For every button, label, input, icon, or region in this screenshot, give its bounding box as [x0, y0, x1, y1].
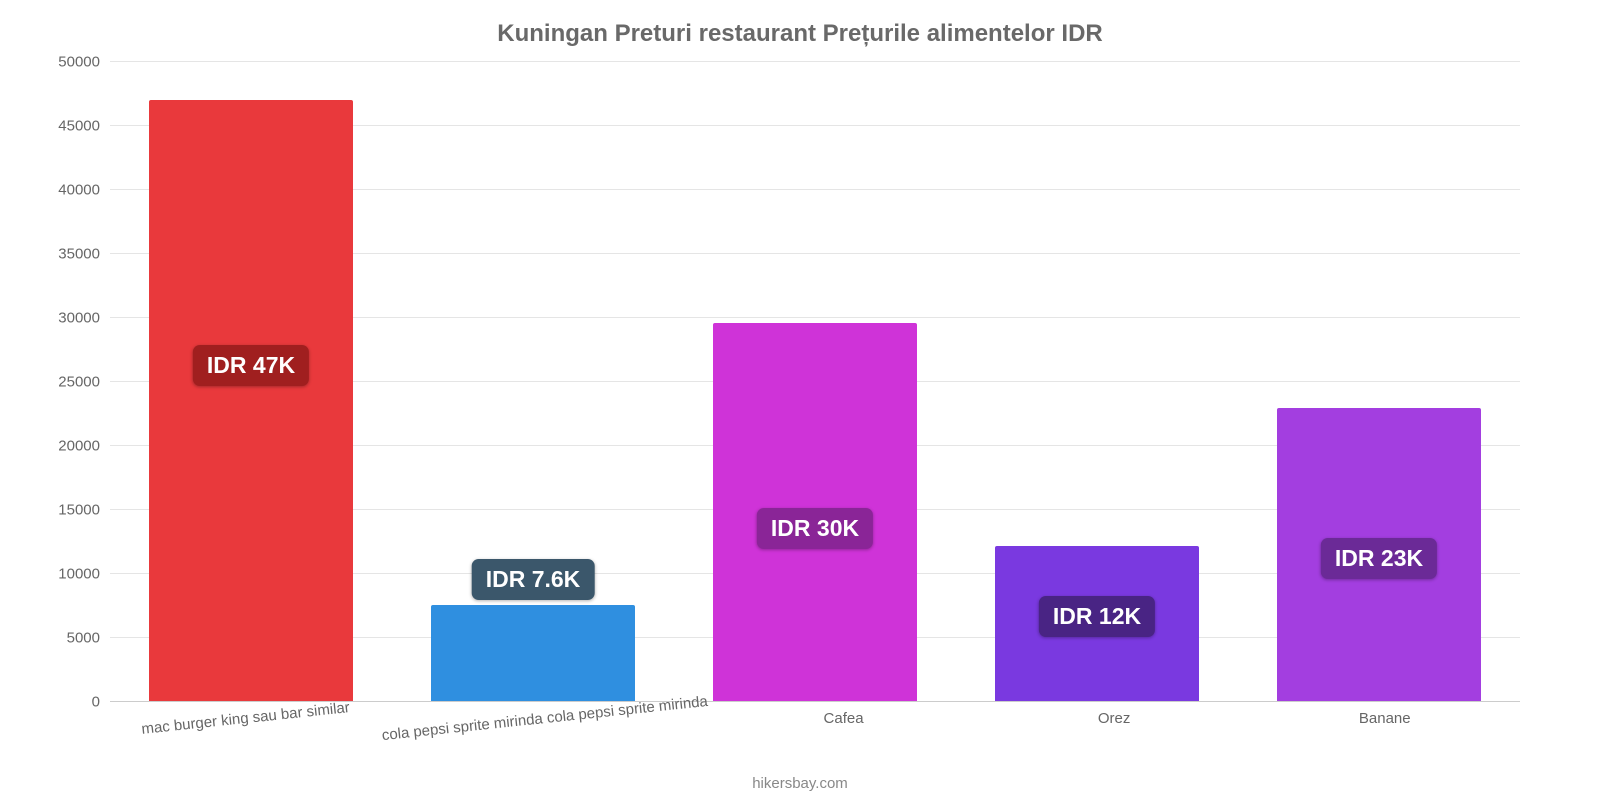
x-tick-label: Cafea [708, 702, 979, 782]
plot-area: 0500010000150002000025000300003500040000… [110, 62, 1520, 702]
attribution-text: hikersbay.com [0, 775, 1600, 792]
bar: IDR 47K [149, 100, 352, 702]
bar-slot: IDR 7.6K [392, 62, 674, 702]
y-tick-label: 15000 [40, 502, 100, 519]
value-label: IDR 7.6K [472, 559, 595, 600]
bar-slot: IDR 12K [956, 62, 1238, 702]
y-tick-label: 40000 [40, 182, 100, 199]
y-tick-label: 35000 [40, 246, 100, 263]
x-axis-labels: mac burger king sau bar similarcola peps… [110, 702, 1520, 782]
y-tick-label: 25000 [40, 374, 100, 391]
value-label: IDR 12K [1039, 596, 1155, 637]
y-tick-label: 50000 [40, 54, 100, 71]
bar: IDR 23K [1277, 408, 1480, 702]
value-label: IDR 47K [193, 345, 309, 386]
x-tick-label: Banane [1249, 702, 1520, 782]
chart-title: Kuningan Preturi restaurant Prețurile al… [40, 20, 1560, 48]
y-tick-label: 45000 [40, 118, 100, 135]
y-tick-label: 20000 [40, 438, 100, 455]
bar-slot: IDR 47K [110, 62, 392, 702]
x-tick-label: Orez [979, 702, 1250, 782]
value-label: IDR 30K [757, 508, 873, 549]
bar-slot: IDR 30K [674, 62, 956, 702]
bars-group: IDR 47K IDR 7.6K IDR 30K IDR 12K IDR 23K [110, 62, 1520, 702]
bar: IDR 7.6K [431, 605, 634, 702]
x-tick-label: cola pepsi sprite mirinda cola pepsi spr… [381, 702, 709, 782]
bar-slot: IDR 23K [1238, 62, 1520, 702]
y-tick-label: 30000 [40, 310, 100, 327]
y-tick-label: 10000 [40, 566, 100, 583]
chart-container: Kuningan Preturi restaurant Prețurile al… [0, 0, 1600, 800]
y-tick-label: 5000 [40, 630, 100, 647]
bar: IDR 30K [713, 323, 916, 702]
y-tick-label: 0 [40, 694, 100, 711]
x-tick-label: mac burger king sau bar similar [110, 702, 381, 782]
bar: IDR 12K [995, 546, 1198, 702]
value-label: IDR 23K [1321, 538, 1437, 579]
